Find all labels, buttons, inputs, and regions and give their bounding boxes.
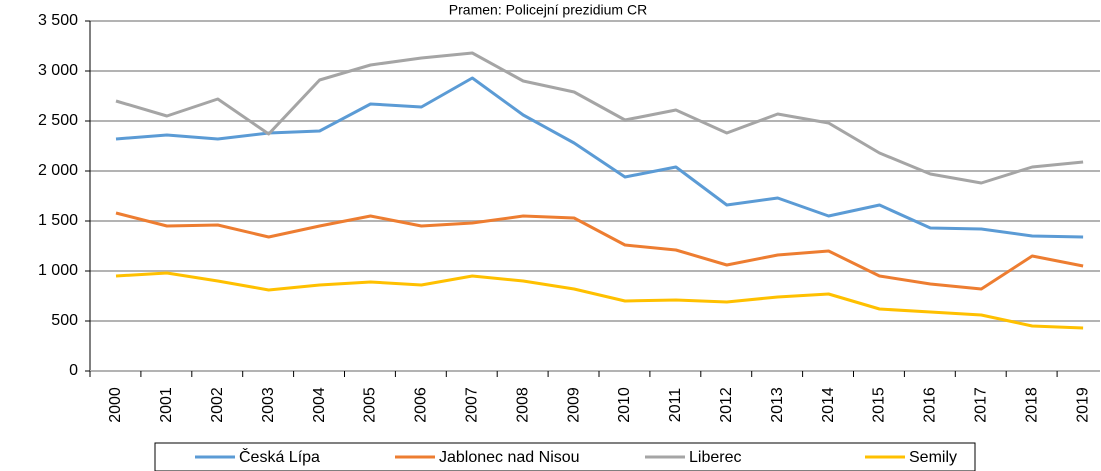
x-tick-label: 2004: [311, 387, 328, 423]
x-tick-label: 2005: [362, 387, 379, 423]
legend-label: Česká Lípa: [239, 447, 320, 466]
x-tick-label: 2006: [413, 387, 430, 423]
series-line: [115, 76, 1084, 239]
x-tick-label: 2002: [209, 387, 226, 423]
x-tick-label: 2008: [514, 387, 531, 423]
x-tick-label: 2000: [107, 387, 124, 423]
x-tick-label: 2015: [871, 387, 888, 423]
y-tick-label: 3 000: [38, 62, 78, 79]
legend-label: Liberec: [689, 449, 741, 466]
y-tick-label: 1 500: [38, 212, 78, 229]
x-tick-label: 2016: [922, 387, 939, 423]
x-tick-label: 2009: [565, 387, 582, 423]
legend-label: Jablonec nad Nisou: [439, 449, 580, 466]
x-tick-label: 2019: [1074, 387, 1091, 423]
y-tick-label: 2 000: [38, 162, 78, 179]
x-tick-label: 2003: [260, 387, 277, 423]
y-tick-label: 500: [51, 312, 78, 329]
legend-box: [154, 442, 976, 471]
x-tick-label: 2007: [464, 387, 481, 423]
x-tick-label: 2014: [820, 387, 837, 423]
x-tick-label: 2010: [616, 387, 633, 423]
x-tick-label: 2017: [973, 387, 990, 423]
x-tick-label: 2011: [667, 388, 684, 423]
y-tick-label: 1 000: [38, 262, 78, 279]
legend-label: Semily: [909, 449, 957, 466]
x-tick-label: 2018: [1023, 387, 1040, 423]
chart-title: Pramen: Policejní prezidium CR: [449, 2, 647, 18]
x-tick-label: 2012: [718, 387, 735, 423]
x-tick-label: 2013: [769, 387, 786, 423]
series-line: [115, 271, 1084, 330]
y-tick-label: 3 500: [38, 12, 78, 29]
y-tick-label: 0: [69, 362, 78, 379]
series-line: [115, 51, 1084, 185]
y-tick-label: 2 500: [38, 112, 78, 129]
series-line: [115, 211, 1084, 291]
x-tick-label: 2001: [158, 387, 175, 423]
